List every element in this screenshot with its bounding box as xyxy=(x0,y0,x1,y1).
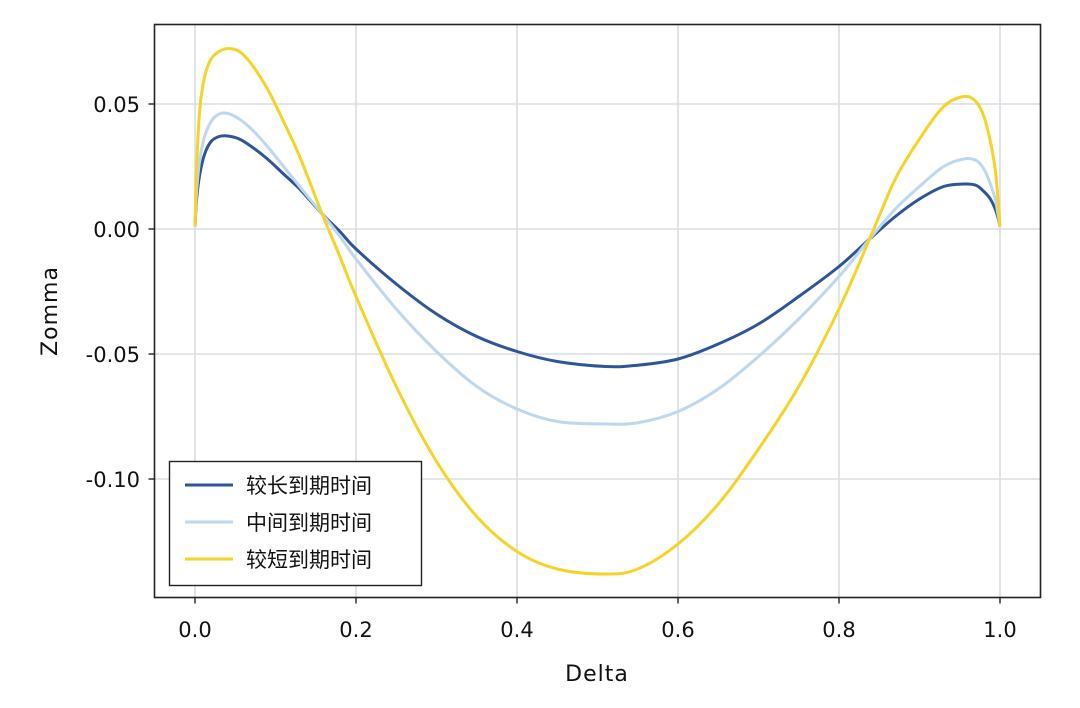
y-tick-label: -0.10 xyxy=(86,468,140,492)
y-tick-label: -0.05 xyxy=(86,343,140,367)
y-tick-label: 0.00 xyxy=(93,218,140,242)
x-tick-label: 1.0 xyxy=(983,618,1016,642)
x-tick-label: 0.8 xyxy=(822,618,855,642)
legend-label-mid: 中间到期时间 xyxy=(246,511,372,535)
legend-item-mid: 中间到期时间 xyxy=(185,511,372,535)
series-line-mid xyxy=(193,111,1002,426)
y-tick-label: 0.05 xyxy=(93,93,140,117)
axes-frame xyxy=(153,23,1042,599)
legend-label-short: 较短到期时间 xyxy=(246,548,372,572)
legend: 较长到期时间 中间到期时间 较短到期时间 xyxy=(168,460,423,587)
legend-item-long: 较长到期时间 xyxy=(185,474,372,498)
y-axis: 0.05 0.00 -0.05 -0.10 xyxy=(86,93,155,492)
y-axis-title: Zomma xyxy=(38,266,63,356)
series-line-short xyxy=(193,47,1002,576)
series-line-long xyxy=(193,134,1002,369)
x-tick-label: 0.2 xyxy=(339,618,372,642)
x-tick-label: 0.0 xyxy=(178,618,211,642)
plot-area xyxy=(193,47,1002,576)
x-tick-label: 0.6 xyxy=(661,618,694,642)
legend-label-long: 较长到期时间 xyxy=(246,474,372,498)
x-axis-title: Delta xyxy=(565,662,629,687)
x-tick-label: 0.4 xyxy=(500,618,533,642)
x-axis: 0.0 0.2 0.4 0.6 0.8 1.0 xyxy=(178,597,1017,642)
legend-item-short: 较短到期时间 xyxy=(185,548,372,572)
